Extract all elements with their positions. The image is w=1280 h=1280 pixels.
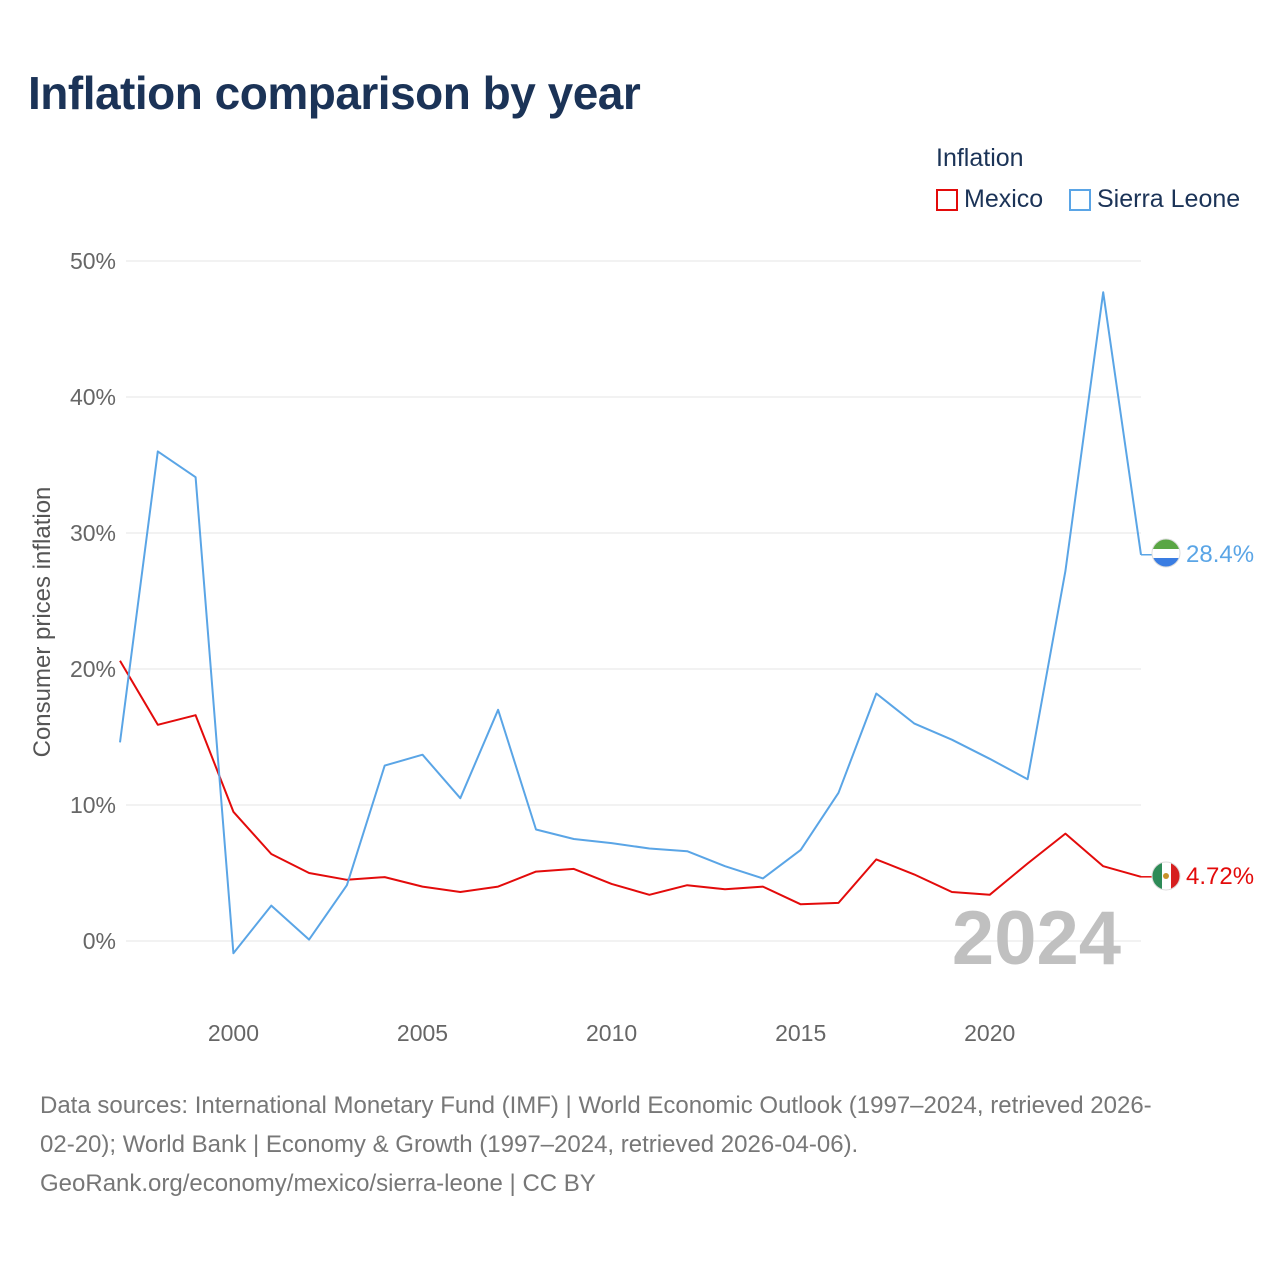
source-note: Data sources: International Monetary Fun… <box>40 1086 1255 1203</box>
x-tick-label: 2000 <box>208 1020 259 1046</box>
y-axis: 0% 10% 20% 30% 40% 50% <box>70 248 116 954</box>
legend-swatch-sierra-leone <box>1069 188 1091 211</box>
source-line-1: Data sources: International Monetary Fun… <box>40 1092 1152 1119</box>
legend-swatch-mexico <box>936 188 958 211</box>
legend-item-mexico[interactable]: Mexico <box>936 185 1043 214</box>
sierra-leone-flag <box>1152 539 1180 567</box>
mexico-flag <box>1152 862 1180 890</box>
legend-title: Inflation <box>936 144 1024 172</box>
legend-label-sierra-leone: Sierra Leone <box>1097 185 1241 213</box>
source-line-3[interactable]: GeoRank.org/economy/mexico/sierra-leone … <box>40 1170 596 1197</box>
end-label-mexico: 4.72% <box>1186 863 1254 890</box>
x-axis: 2000 2005 2010 2015 2020 <box>208 1020 1015 1046</box>
y-tick-label: 30% <box>70 520 116 546</box>
series-lines <box>119 291 1152 955</box>
y-tick-label: 50% <box>70 248 116 274</box>
x-tick-label: 2010 <box>586 1020 637 1046</box>
legend-label-mexico: Mexico <box>964 185 1044 213</box>
gridlines <box>126 260 1141 942</box>
sierra-leone-flag-border <box>1151 538 1181 568</box>
y-tick-label: 20% <box>70 656 116 682</box>
end-label-sierra-leone: 28.4% <box>1186 541 1254 568</box>
line-chart: 0% 10% 20% 30% 40% 50% 2000 2005 2010 2015 2020 C… <box>29 248 1254 1046</box>
source-line-2: 02-20); World Bank | Economy & Growth (1… <box>40 1131 859 1158</box>
series-line-mexico[interactable] <box>119 660 1142 906</box>
x-tick-label: 2015 <box>775 1020 826 1046</box>
y-tick-label: 40% <box>70 384 116 410</box>
series-line-sierra-leone[interactable] <box>119 291 1142 955</box>
x-tick-label: 2005 <box>397 1020 448 1046</box>
chart-title: Inflation comparison by year <box>28 67 641 119</box>
y-axis-label: Consumer prices inflation <box>29 487 56 758</box>
x-tick-label: 2020 <box>964 1020 1015 1046</box>
mexico-flag-border <box>1151 861 1181 891</box>
year-stamp: 2024 <box>952 896 1121 981</box>
y-tick-label: 10% <box>70 792 116 818</box>
y-tick-label: 0% <box>83 928 116 954</box>
legend-item-sierra-leone[interactable]: Sierra Leone <box>1069 185 1240 214</box>
